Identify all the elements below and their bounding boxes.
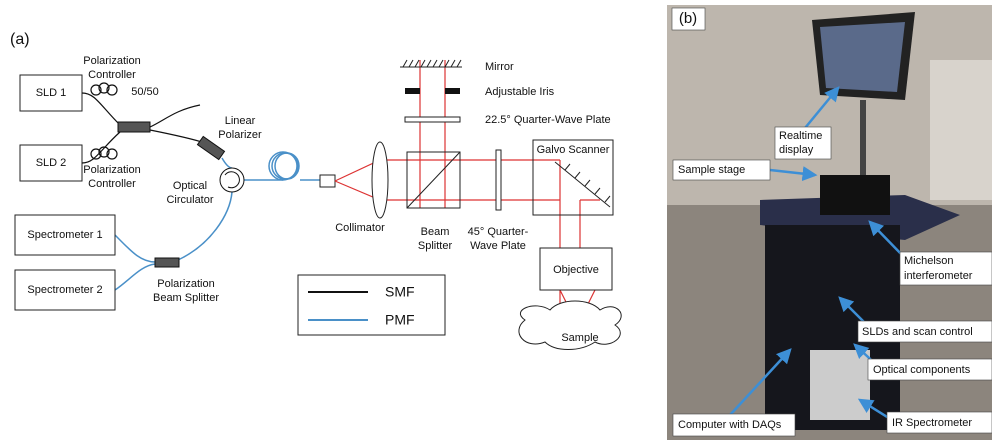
component-label: Polarization Beam Splitter xyxy=(153,278,219,304)
component-label: Polarization Controller xyxy=(83,55,140,81)
component-label: Mirror xyxy=(485,61,514,73)
photo-label: Sample stage xyxy=(678,164,745,176)
photo-spectrometer xyxy=(810,350,870,420)
wave-plate xyxy=(496,150,501,210)
component-label: Collimator xyxy=(335,222,385,234)
component-label: Spectrometer 1 xyxy=(27,229,102,241)
label-line: Circulator xyxy=(166,194,213,206)
legend-label: SMF xyxy=(385,284,415,300)
panel-b: (b) Realtime display Sample stage Michels… xyxy=(667,5,992,440)
shape xyxy=(275,153,299,179)
iris xyxy=(445,88,460,94)
lens xyxy=(372,142,388,218)
pbs xyxy=(155,258,179,267)
photo-label: SLDs and scan control xyxy=(862,326,973,338)
label-line: Polarizer xyxy=(218,129,262,141)
component-label: 45° Quarter- Wave Plate xyxy=(468,226,529,252)
component-label: Sample xyxy=(561,332,598,344)
component-label: Galvo Scanner xyxy=(537,144,610,156)
label-line: display xyxy=(779,144,814,156)
sld-label: SLD 2 xyxy=(36,157,67,169)
component-label: Polarization Controller xyxy=(83,164,140,190)
component-label: Linear Polarizer xyxy=(218,115,262,141)
mirror xyxy=(400,60,462,67)
label-line: Michelson xyxy=(904,255,954,267)
sld-label: SLD 1 xyxy=(36,87,67,99)
coupler xyxy=(118,122,150,132)
panel-a: (a) SLD 1 SLD 2 Polarization Controller P… xyxy=(10,31,621,349)
label-line: Controller xyxy=(88,178,136,190)
collimator xyxy=(320,175,335,187)
component-label: Spectrometer 2 xyxy=(27,284,102,296)
photo-screen xyxy=(820,22,905,92)
panel-label: (b) xyxy=(679,10,697,27)
label-line: 45° Quarter- xyxy=(468,226,529,238)
label-line: Beam Splitter xyxy=(153,292,219,304)
component-label: Objective xyxy=(553,264,599,276)
label-line: Beam xyxy=(421,226,450,238)
iris xyxy=(405,88,420,94)
component-label: 50/50 xyxy=(131,86,159,98)
component-label: Beam Splitter xyxy=(418,226,453,252)
panel-label: (a) xyxy=(10,31,30,48)
component-label: Adjustable Iris xyxy=(485,86,555,98)
label-line: Polarization xyxy=(83,55,140,67)
label-line: Wave Plate xyxy=(470,240,526,252)
label-line: Polarization xyxy=(83,164,140,176)
wave-plate xyxy=(405,117,460,122)
photo-optics xyxy=(820,175,890,215)
label-line: Linear xyxy=(225,115,256,127)
photo-label: Computer with DAQs xyxy=(678,419,782,431)
legend-label: PMF xyxy=(385,312,415,328)
figure: (a) SLD 1 SLD 2 Polarization Controller P… xyxy=(0,0,992,445)
fiber-coil xyxy=(265,152,299,180)
label-line: Splitter xyxy=(418,240,453,252)
component-label: Optical Circulator xyxy=(166,180,213,206)
photo-label: Optical components xyxy=(873,364,971,376)
shape xyxy=(272,153,298,179)
photo-cabinet xyxy=(930,60,992,200)
label-line: Polarization xyxy=(157,278,214,290)
photo-label: IR Spectrometer xyxy=(892,417,972,429)
legend xyxy=(298,275,445,335)
label-line: interferometer xyxy=(904,270,973,282)
label-line: Controller xyxy=(88,69,136,81)
component-label: 22.5° Quarter-Wave Plate xyxy=(485,114,611,126)
label-line: Realtime xyxy=(779,130,822,142)
label-line: Optical xyxy=(173,180,207,192)
